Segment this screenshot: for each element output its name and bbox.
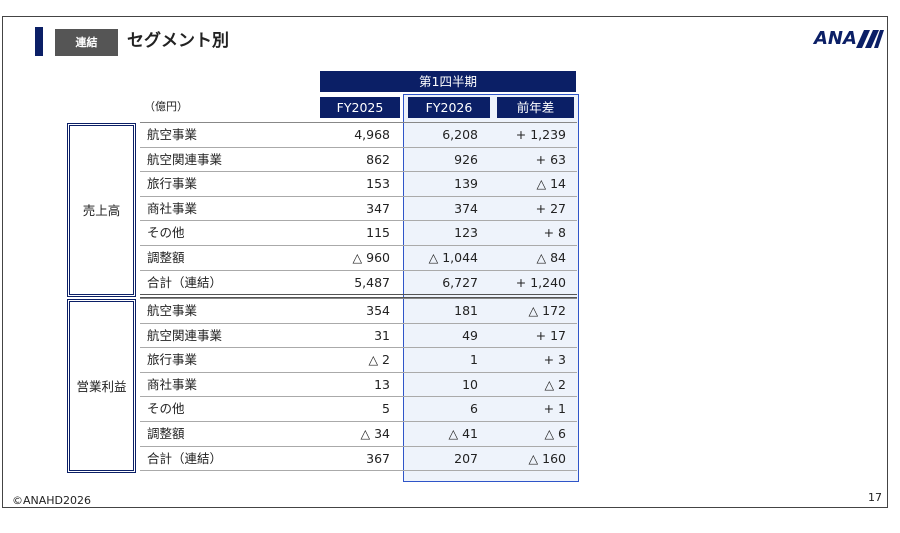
unit: （億円） bbox=[144, 100, 188, 113]
group-box bbox=[67, 123, 136, 298]
cell-value: 181 bbox=[454, 303, 478, 318]
cell-value: 6,727 bbox=[442, 274, 478, 290]
group-label: 売上高 bbox=[82, 203, 121, 219]
cell-value: 354 bbox=[366, 303, 390, 318]
badge: 連結 bbox=[55, 29, 118, 56]
row-rule bbox=[140, 195, 577, 197]
group-box bbox=[67, 299, 136, 474]
group-label: 営業利益 bbox=[76, 379, 127, 395]
row-label: 調整額 bbox=[147, 250, 185, 265]
cell-value: 123 bbox=[454, 225, 478, 241]
cell-value: 139 bbox=[454, 176, 478, 192]
period-header: 第1四半期 bbox=[320, 71, 576, 92]
cell-value: 1 bbox=[470, 352, 478, 368]
row-rule bbox=[140, 445, 577, 447]
row-rule bbox=[140, 245, 577, 246]
row-label: その他 bbox=[147, 225, 185, 241]
row-label: 旅行事業 bbox=[147, 176, 198, 192]
cell-value: △ 172 bbox=[528, 303, 566, 318]
row-label: 旅行事業 bbox=[147, 352, 198, 368]
cell-value: 347 bbox=[366, 200, 390, 216]
cell-value: + 8 bbox=[543, 225, 566, 241]
cell-value: △ 2 bbox=[544, 376, 566, 392]
cell-value: 49 bbox=[462, 327, 478, 343]
column-header: 前年差 bbox=[497, 97, 574, 118]
column-header: FY2026 bbox=[408, 97, 490, 118]
row-rule bbox=[140, 347, 577, 349]
slide-border bbox=[2, 16, 888, 508]
row-rule bbox=[140, 220, 577, 222]
row-label: 商社事業 bbox=[147, 376, 198, 392]
highlight bbox=[403, 94, 579, 482]
cell-value: 31 bbox=[374, 327, 390, 343]
cell-value: 10 bbox=[462, 376, 478, 392]
cell-value: + 17 bbox=[535, 327, 566, 343]
cell-value: + 27 bbox=[535, 200, 566, 216]
cell-value: 367 bbox=[366, 450, 390, 466]
cell-value: 153 bbox=[366, 176, 390, 192]
logo: ANA bbox=[814, 28, 857, 49]
cell-value: △ 41 bbox=[448, 426, 479, 441]
row-label: 合計（連結） bbox=[147, 450, 223, 466]
cell-value: 374 bbox=[454, 200, 478, 216]
cell-value: △ 2 bbox=[368, 352, 390, 368]
row-rule bbox=[140, 322, 577, 324]
row-rule bbox=[140, 371, 577, 373]
row-label: 商社事業 bbox=[147, 200, 198, 216]
row-rule bbox=[140, 396, 577, 398]
row-rule bbox=[140, 171, 577, 173]
column-header: FY2025 bbox=[320, 97, 400, 118]
row-label: 航空関連事業 bbox=[147, 327, 223, 343]
cell-value: 6 bbox=[470, 401, 478, 417]
cell-value: △ 84 bbox=[536, 250, 567, 265]
cell-value: △ 1,044 bbox=[428, 250, 478, 265]
cell-value: + 63 bbox=[535, 151, 566, 167]
cell-value: + 3 bbox=[543, 352, 566, 368]
cell-value: 207 bbox=[454, 450, 478, 466]
row-rule bbox=[140, 269, 577, 271]
cell-value: 5 bbox=[382, 401, 390, 417]
rule bbox=[140, 298, 577, 299]
copyright: ©ANAHD2026 bbox=[12, 494, 92, 507]
cell-value: 862 bbox=[366, 151, 390, 167]
row-label: 調整額 bbox=[147, 426, 185, 441]
page-number: 17 bbox=[868, 491, 882, 504]
cell-value: + 1,239 bbox=[515, 127, 566, 142]
cell-value: 4,968 bbox=[354, 127, 390, 142]
cell-value: 5,487 bbox=[354, 274, 390, 290]
cell-value: 926 bbox=[454, 151, 478, 167]
row-label: 航空関連事業 bbox=[147, 151, 223, 167]
row-rule bbox=[140, 146, 577, 148]
cell-value: △ 160 bbox=[528, 450, 566, 466]
row-label: 航空事業 bbox=[147, 127, 198, 142]
cell-value: △ 960 bbox=[352, 250, 390, 265]
row-rule bbox=[140, 421, 577, 422]
cell-value: △ 34 bbox=[360, 426, 391, 441]
cell-value: + 1 bbox=[543, 401, 566, 417]
cell-value: + 1,240 bbox=[515, 274, 566, 290]
rule bbox=[140, 122, 577, 123]
cell-value: 115 bbox=[366, 225, 390, 241]
row-label: その他 bbox=[147, 401, 185, 417]
logo-stripes bbox=[856, 30, 884, 48]
row-label: 航空事業 bbox=[147, 303, 198, 318]
double-rule bbox=[140, 294, 577, 299]
cell-value: △ 6 bbox=[544, 426, 566, 441]
cell-value: 13 bbox=[374, 376, 390, 392]
row-label: 合計（連結） bbox=[147, 274, 223, 290]
accent-bar bbox=[35, 27, 43, 56]
cell-value: △ 14 bbox=[536, 176, 567, 192]
cell-value: 6,208 bbox=[442, 127, 478, 142]
row-rule bbox=[140, 470, 577, 472]
title: セグメント別 bbox=[127, 31, 229, 51]
